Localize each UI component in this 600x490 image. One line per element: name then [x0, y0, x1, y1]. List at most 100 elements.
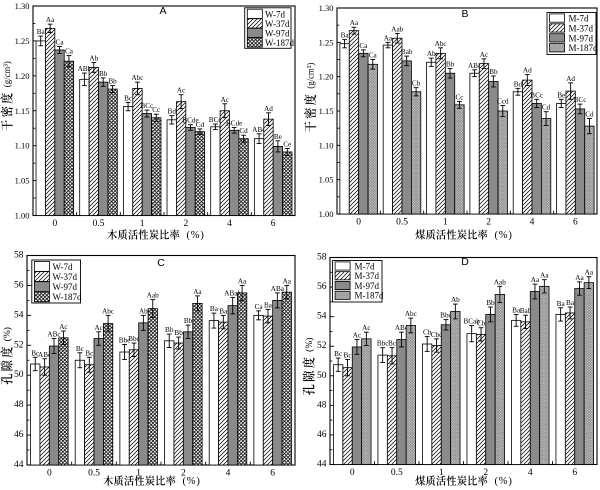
svg-text:ABab: ABab — [224, 289, 241, 297]
svg-text:(%): (%) — [304, 338, 315, 352]
svg-text:Aa: Aa — [283, 277, 292, 285]
svg-text:58: 58 — [14, 251, 24, 261]
svg-text:58: 58 — [317, 253, 327, 263]
svg-text:1: 1 — [136, 469, 141, 479]
svg-text:Aa: Aa — [531, 276, 540, 284]
svg-text:Aa: Aa — [540, 272, 549, 280]
svg-text:Ba: Ba — [37, 28, 46, 36]
svg-text:1.10: 1.10 — [319, 140, 334, 150]
svg-text:ABc: ABc — [468, 62, 481, 70]
svg-text:Aa: Aa — [585, 269, 594, 277]
svg-text:Cc: Cc — [455, 93, 463, 101]
svg-text:Bab: Bab — [520, 307, 532, 315]
svg-text:Abc: Abc — [131, 74, 143, 82]
svg-text:1.20: 1.20 — [15, 71, 30, 81]
svg-text:Ba: Ba — [210, 305, 219, 313]
svg-text:Ba: Ba — [512, 306, 521, 314]
svg-text:6: 6 — [573, 218, 578, 228]
svg-text:1.00: 1.00 — [319, 209, 334, 219]
svg-text:Bc: Bc — [344, 352, 352, 360]
svg-text:1: 1 — [439, 468, 444, 478]
svg-text:Aa: Aa — [46, 16, 55, 24]
svg-text:Ca: Ca — [65, 48, 74, 56]
svg-text:Ce: Ce — [283, 140, 291, 148]
svg-text:Ba: Ba — [341, 32, 350, 40]
svg-text:Cb: Cb — [412, 80, 421, 88]
svg-text:Abc: Abc — [102, 307, 114, 315]
svg-text:Ab: Ab — [139, 307, 148, 315]
svg-text:Bbc: Bbc — [440, 312, 452, 320]
svg-text:(g/cm³): (g/cm³) — [306, 63, 317, 89]
svg-text:M-7d: M-7d — [569, 13, 589, 23]
svg-text:46: 46 — [14, 430, 24, 440]
svg-text:54: 54 — [317, 312, 327, 322]
svg-text:1.30: 1.30 — [319, 3, 334, 13]
svg-text:BCc: BCc — [140, 102, 153, 110]
svg-text:48: 48 — [317, 400, 327, 410]
svg-text:Bc: Bc — [76, 345, 84, 353]
svg-text:Ba: Ba — [557, 300, 566, 308]
svg-text:W-97d: W-97d — [53, 282, 78, 292]
svg-text:4: 4 — [227, 219, 232, 229]
svg-text:Bc: Bc — [31, 349, 39, 357]
svg-text:0.5: 0.5 — [391, 468, 403, 478]
svg-text:0.5: 0.5 — [396, 218, 408, 228]
svg-text:W-97d: W-97d — [265, 28, 290, 38]
svg-text:Ac: Ac — [480, 51, 488, 59]
svg-text:52: 52 — [317, 341, 327, 351]
svg-text:Bd: Bd — [514, 80, 523, 88]
svg-text:W-187d: W-187d — [265, 38, 294, 48]
svg-text:Ba: Ba — [264, 301, 273, 309]
svg-text:BCc: BCc — [530, 91, 543, 99]
svg-text:Aa: Aa — [193, 288, 202, 296]
svg-text:Ab: Ab — [451, 296, 460, 304]
svg-text:ABd: ABd — [252, 126, 266, 134]
svg-text:Ca: Ca — [369, 52, 378, 60]
svg-text:0.5: 0.5 — [88, 469, 100, 479]
svg-text:Ab: Ab — [89, 55, 98, 63]
svg-text:46: 46 — [317, 430, 327, 440]
svg-text:Ac: Ac — [59, 323, 67, 331]
svg-text:2: 2 — [181, 469, 186, 479]
svg-text:ABc: ABc — [47, 331, 60, 339]
svg-text:2: 2 — [483, 468, 488, 478]
svg-text:Ab: Ab — [427, 50, 436, 58]
svg-text:Aa: Aa — [575, 274, 584, 282]
svg-text:ABc: ABc — [395, 324, 408, 332]
svg-text:Ba: Ba — [219, 307, 228, 315]
svg-text:1.00: 1.00 — [15, 211, 30, 221]
svg-text:0: 0 — [350, 468, 355, 478]
svg-text:Cd: Cd — [196, 121, 205, 129]
svg-text:Be: Be — [557, 91, 565, 99]
svg-text:44: 44 — [14, 460, 24, 470]
svg-text:0.5: 0.5 — [93, 219, 105, 229]
svg-text:ABc: ABc — [38, 351, 51, 359]
svg-text:Ad: Ad — [566, 75, 575, 83]
svg-text:1.15: 1.15 — [15, 106, 30, 116]
svg-text:Ac: Ac — [353, 332, 361, 340]
svg-text:M-37d: M-37d — [569, 23, 594, 33]
svg-text:Bb: Bb — [99, 70, 108, 78]
svg-text:Cb: Cb — [423, 329, 432, 337]
svg-text:0: 0 — [52, 219, 57, 229]
svg-text:Cd: Cd — [585, 111, 594, 119]
svg-text:(%): (%) — [495, 476, 513, 487]
svg-text:Bb: Bb — [174, 329, 183, 337]
svg-text:Cd: Cd — [239, 127, 248, 135]
svg-text:BCde: BCde — [226, 120, 242, 128]
svg-text:Bab: Bab — [401, 48, 413, 56]
svg-text:6: 6 — [270, 469, 275, 479]
svg-text:1.15: 1.15 — [319, 106, 334, 116]
svg-text:W-37d: W-37d — [265, 19, 290, 29]
svg-text:1.25: 1.25 — [15, 36, 30, 46]
svg-text:Ad: Ad — [264, 105, 273, 113]
svg-text:48: 48 — [14, 400, 24, 410]
svg-text:50: 50 — [317, 371, 327, 381]
svg-text:Aa: Aa — [384, 34, 393, 42]
svg-text:4: 4 — [530, 218, 535, 228]
svg-text:M-187d: M-187d — [355, 291, 384, 301]
svg-text:W-187d: W-187d — [53, 292, 82, 302]
svg-text:Aab: Aab — [391, 25, 403, 33]
svg-text:Bb: Bb — [165, 326, 174, 334]
svg-text:Ca: Ca — [255, 303, 264, 311]
